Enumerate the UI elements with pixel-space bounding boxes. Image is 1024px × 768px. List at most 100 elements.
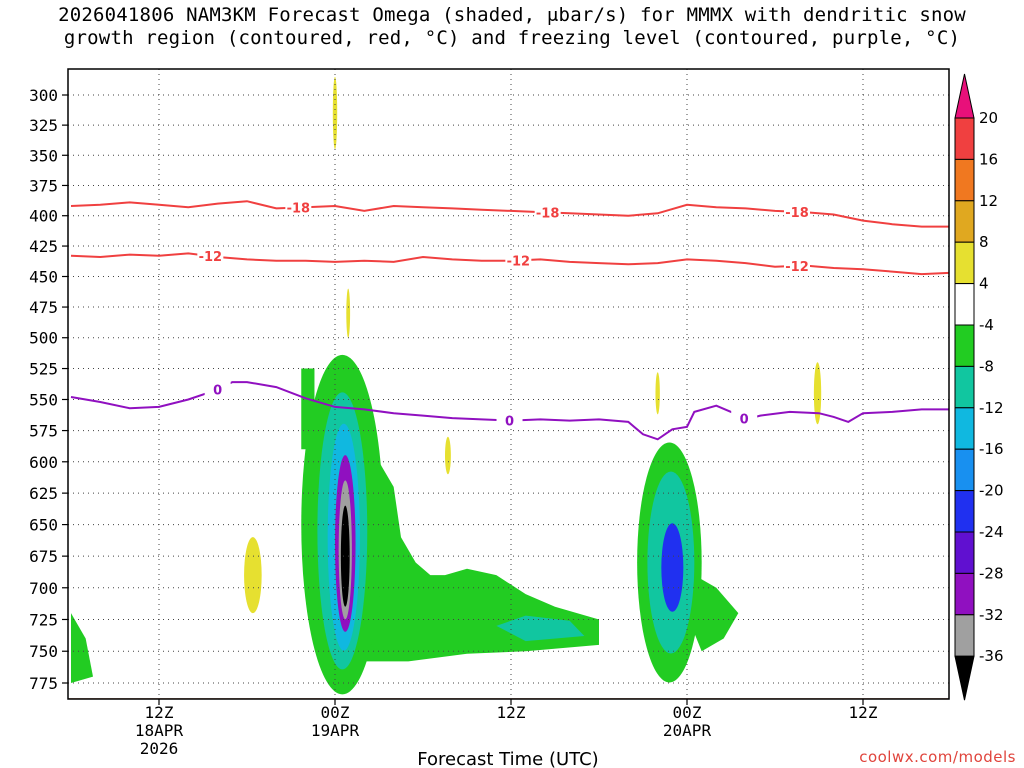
colorbar-label: 20 [979, 109, 998, 127]
colorbar: 20 16 12 8 4 -4 -8 -12 -16 -20 -24 -28 -32 -36 [954, 73, 1004, 701]
contour-label: -18 [287, 202, 311, 217]
colorbar-swatch [954, 531, 975, 574]
title-line-2: growth region (contoured, red, °C) and f… [63, 27, 961, 49]
x-axis-label: Forecast Time (UTC) [417, 749, 598, 768]
omega-spot-3 [445, 436, 451, 475]
colorbar-label: -20 [979, 482, 1004, 500]
contour-label-bg [204, 381, 231, 397]
contour-label: -12 [785, 260, 809, 275]
contour-label-bg [534, 204, 561, 220]
omega-updraft-a-black [340, 505, 350, 607]
colorbar-swatch [954, 614, 975, 657]
y-tick-label: 775 [29, 674, 58, 693]
colorbar-label: -12 [979, 399, 1004, 417]
colorbar-label: -4 [979, 316, 994, 334]
omega-shading-layer [71, 76, 822, 695]
y-axis: 300 325 350 375 400 425 450 475 500 525 550 575 600 6… [29, 86, 68, 693]
colorbar-label: 12 [979, 192, 998, 210]
y-tick-label: 475 [29, 298, 58, 317]
credit-text: coolwx.com/models [859, 748, 1016, 766]
omega-lowlevel-teal [496, 615, 585, 642]
y-tick-label: 525 [29, 360, 58, 379]
colorbar-label: 4 [979, 275, 989, 293]
x-tick-label: 00Z [321, 703, 350, 722]
x-tick-label: 00Z [673, 703, 702, 722]
colorbar-swatch [954, 283, 975, 326]
y-tick-label: 350 [29, 146, 58, 165]
colorbar-label: -16 [979, 440, 1004, 458]
colorbar-label: -32 [979, 606, 1004, 624]
omega-lowlevel-green [349, 461, 599, 662]
contour-layer: -18 -18 -18 -12 -12 -12 0 0 0 [70, 199, 949, 441]
colorbar-swatch [954, 117, 975, 160]
colorbar-swatch [954, 365, 975, 409]
y-tick-label: 400 [29, 207, 58, 226]
omega-spot-4 [655, 372, 660, 415]
omega-spot-1 [332, 76, 338, 150]
colorbar-swatch [954, 490, 975, 533]
contour-label-bg [784, 203, 810, 219]
colorbar-label: -28 [979, 564, 1004, 582]
colorbar-swatch [954, 241, 975, 285]
contour-dgz-top [70, 200, 949, 228]
contour-label: -12 [507, 254, 531, 269]
colorbar-bottom-arrow [954, 655, 975, 701]
colorbar-swatch [954, 448, 975, 492]
contour-freezing-level [70, 381, 949, 441]
colorbar-top-arrow [954, 73, 975, 119]
x-tick-label: 12Z [497, 703, 526, 722]
x-tick-year: 2026 [140, 739, 179, 758]
y-tick-label: 650 [29, 516, 58, 535]
x-tick-date: 18APR [135, 721, 184, 740]
colorbar-swatch [954, 407, 975, 450]
y-tick-label: 750 [29, 642, 58, 661]
colorbar-swatch [954, 324, 975, 367]
colorbar-label: -24 [979, 523, 1004, 541]
title-line-1: 2026041806 NAM3KM Forecast Omega (shaded… [58, 4, 966, 26]
y-tick-label: 325 [29, 116, 58, 135]
omega-spot-2 [346, 288, 351, 338]
y-tick-label: 375 [29, 176, 58, 195]
y-tick-label: 675 [29, 547, 58, 566]
chart-title: 2026041806 NAM3KM Forecast Omega (shaded… [0, 4, 1024, 50]
contour-label-bg [285, 199, 312, 215]
y-tick-label: 575 [29, 422, 58, 441]
y-tick-label: 425 [29, 237, 58, 256]
contour-label: -12 [199, 250, 223, 265]
colorbar-label: -36 [979, 647, 1004, 665]
contour-label-bg [197, 248, 224, 264]
omega-spot-5 [813, 362, 822, 425]
omega-updraft-b-blue [661, 523, 684, 612]
omega-green-corner [71, 613, 93, 683]
colorbar-swatch [954, 158, 975, 202]
plot-frame [67, 68, 950, 700]
y-tick-label: 600 [29, 453, 58, 472]
colorbar-label: 16 [979, 150, 998, 168]
y-tick-label: 550 [29, 390, 58, 409]
x-tick-date: 20APR [663, 721, 712, 740]
colorbar-label: -8 [979, 357, 994, 375]
contour-label: 0 [213, 384, 222, 399]
contour-label-bg [496, 412, 523, 428]
contour-label: 0 [740, 413, 749, 428]
y-tick-label: 625 [29, 484, 58, 503]
colorbar-swatch [954, 572, 975, 616]
x-tick-label: 12Z [145, 703, 174, 722]
x-tick-label: 12Z [849, 703, 878, 722]
gridlines [68, 69, 949, 699]
y-tick-label: 500 [29, 329, 58, 348]
colorbar-label: 8 [979, 233, 989, 251]
omega-spot-6 [244, 537, 262, 614]
contour-label: 0 [505, 415, 514, 430]
contour-label-bg [784, 257, 810, 273]
y-tick-label: 300 [29, 86, 58, 105]
contour-label: -18 [785, 206, 809, 221]
contour-label: -18 [536, 206, 560, 221]
y-tick-label: 450 [29, 267, 58, 286]
y-tick-label: 725 [29, 610, 58, 629]
x-tick-date: 19APR [311, 721, 360, 740]
omega-green-tail [691, 575, 739, 652]
y-tick-label: 700 [29, 579, 58, 598]
